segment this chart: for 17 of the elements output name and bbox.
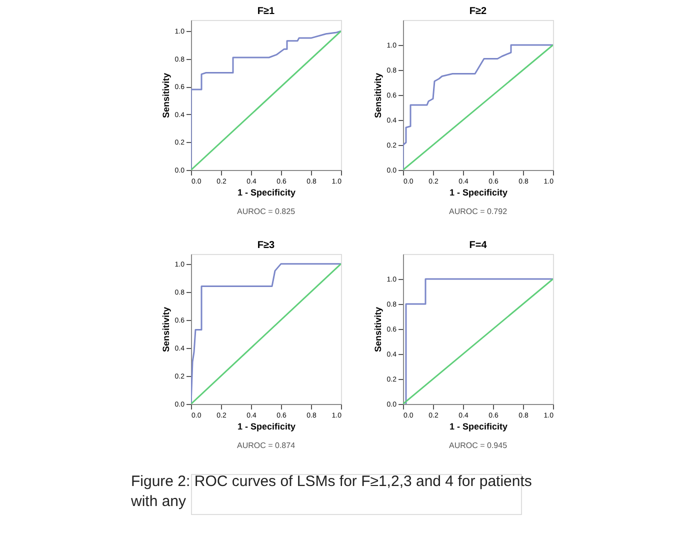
chart-title: F≥3: [257, 240, 276, 251]
x-axis-title: 1 - Specificity: [237, 422, 296, 432]
y-axis-title: Sensitivity: [160, 306, 171, 352]
caption: Figure 2: ROC curves of LSMs for F≥1,2,3 and 4 for patients with any: [130, 473, 532, 510]
text: AUROC = 0.874: [236, 441, 296, 450]
chart-title: F=4: [469, 240, 488, 251]
y-axis-title: Sensitivity: [160, 72, 171, 118]
chart-title: F≥1: [257, 6, 276, 17]
text: AUROC = 0.825: [236, 207, 296, 216]
x-axis-title: 1 - Specificity: [237, 188, 296, 198]
x-axis-title: 1 - Specificity: [449, 188, 508, 198]
text: AUROC = 0.945: [448, 441, 508, 450]
chart-title: F≥2: [469, 6, 488, 17]
text: AUROC = 0.792: [448, 207, 508, 216]
y-axis-title: Sensitivity: [372, 306, 383, 352]
y-axis-title: Sensitivity: [372, 72, 383, 118]
x-axis-title: 1 - Specificity: [449, 422, 508, 432]
